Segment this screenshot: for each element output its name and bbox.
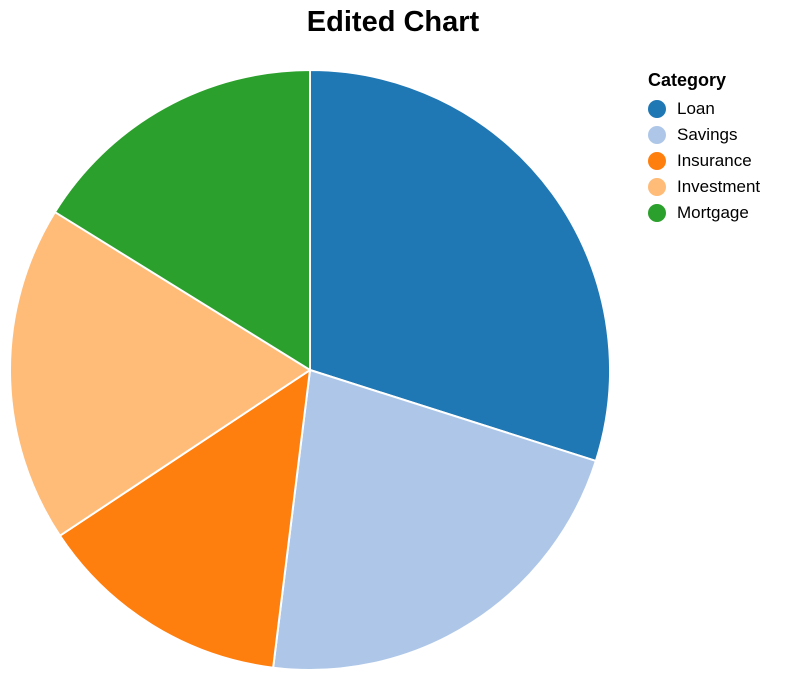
pie-slices [9, 69, 611, 671]
pie-slice-mortgage[interactable] [53, 69, 311, 371]
legend-label-insurance: Insurance [677, 151, 752, 170]
legend-items: Loan Savings Insurance Investment Mortgage [648, 96, 760, 226]
legend-swatch-savings [648, 126, 666, 144]
legend-label-loan: Loan [677, 99, 715, 118]
legend-swatch-insurance [648, 152, 666, 170]
legend-label-investment: Investment [677, 177, 761, 196]
legend-item-insurance[interactable]: Insurance [648, 148, 760, 174]
legend-item-investment[interactable]: Investment [648, 174, 760, 200]
pie-slice-insurance[interactable] [58, 369, 311, 669]
legend-title: Category [648, 70, 727, 90]
pie-slice-loan[interactable] [309, 69, 611, 462]
legend-label-savings: Savings [677, 125, 738, 144]
pie-slice-investment[interactable] [9, 211, 311, 537]
legend: Category Loan Savings Insurance Investment M… [648, 70, 760, 226]
legend-swatch-loan [648, 100, 666, 118]
legend-swatch-investment [648, 178, 666, 196]
legend-item-savings[interactable]: Savings [648, 122, 760, 148]
legend-label-mortgage: Mortgage [677, 203, 749, 222]
legend-item-loan[interactable]: Loan [648, 96, 760, 122]
chart-title: Edited Chart [306, 6, 480, 38]
legend-item-mortgage[interactable]: Mortgage [648, 200, 760, 226]
legend-swatch-mortgage [648, 204, 666, 222]
pie-slice-savings[interactable] [272, 369, 597, 671]
